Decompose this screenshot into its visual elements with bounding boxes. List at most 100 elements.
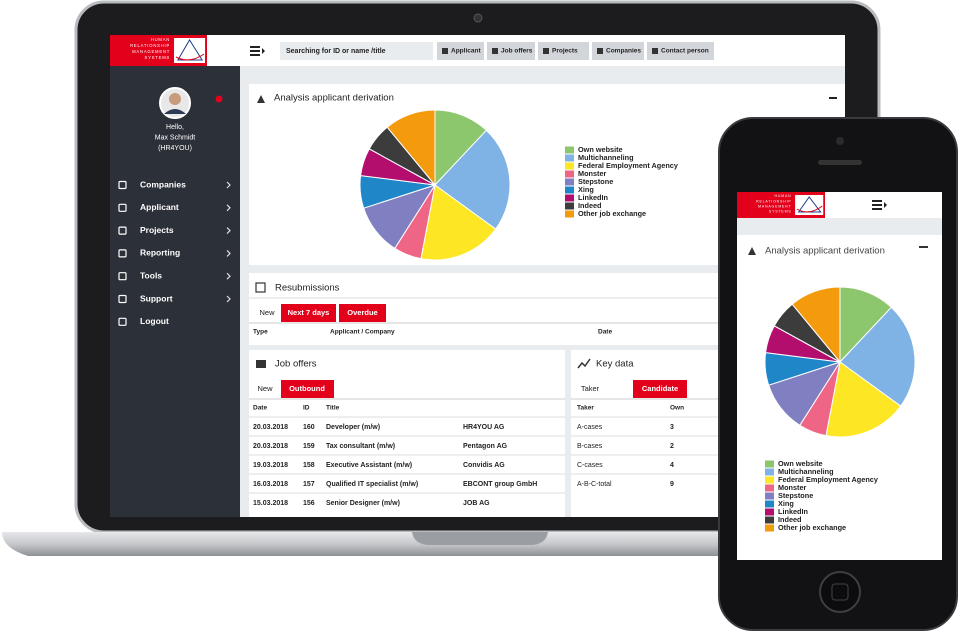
phone-strip xyxy=(737,218,942,235)
pie-slice xyxy=(434,129,511,230)
menu-item[interactable]: Support xyxy=(140,293,173,303)
tab[interactable]: Outbound xyxy=(289,384,325,393)
table-cell[interactable]: 19.03.2018 xyxy=(253,462,288,469)
tab[interactable]: New xyxy=(259,308,275,317)
legend-swatch xyxy=(765,476,774,484)
table-cell[interactable]: 158 xyxy=(303,462,315,469)
table-cell[interactable]: HR4YOU AG xyxy=(463,424,505,431)
menu-icon xyxy=(118,294,127,304)
tab[interactable]: New xyxy=(257,384,273,393)
pie-slice xyxy=(839,306,916,407)
table-cell[interactable]: 157 xyxy=(303,481,315,488)
nav-button-label[interactable]: Companies xyxy=(606,48,641,55)
legend-swatch xyxy=(765,516,774,524)
phone-home-button[interactable] xyxy=(819,571,861,613)
menu-item[interactable]: Reporting xyxy=(140,248,180,258)
menu-item[interactable]: Projects xyxy=(140,225,174,235)
nav-button-label[interactable]: Job offers xyxy=(501,48,533,55)
table-cell[interactable]: 20.03.2018 xyxy=(253,424,288,431)
table-cell[interactable]: Senior Designer (m/w) xyxy=(326,500,400,507)
legend-swatch xyxy=(765,524,774,532)
table-cell[interactable]: Developer (m/w) xyxy=(326,424,380,431)
tab[interactable]: Candidate xyxy=(642,384,678,393)
nav-button-icon xyxy=(492,48,498,54)
user-greeting: Hello, xyxy=(166,124,184,131)
menu-toggle-arrow xyxy=(262,48,265,54)
menu-item[interactable]: Tools xyxy=(140,270,162,280)
laptop-notch xyxy=(412,532,548,545)
menu-toggle-bar[interactable] xyxy=(250,54,260,56)
menu-toggle-bar[interactable] xyxy=(872,200,882,202)
table-cell[interactable]: Executive Assistant (m/w) xyxy=(326,462,412,469)
menu-toggle-bar[interactable] xyxy=(250,50,260,52)
menu-item[interactable]: Companies xyxy=(140,179,186,189)
column-header: Date xyxy=(253,405,267,412)
table-cell[interactable]: Convidis AG xyxy=(463,462,505,469)
legend-swatch xyxy=(565,210,574,218)
table-cell[interactable]: Pentagon AG xyxy=(463,443,508,450)
menu-toggle-bar[interactable] xyxy=(872,204,882,206)
table-cell: A-cases xyxy=(577,424,603,431)
tab-active[interactable] xyxy=(633,380,687,398)
legend-label: Stepstone xyxy=(578,177,613,186)
legend-swatch xyxy=(765,508,774,516)
menu-toggle-bar[interactable] xyxy=(872,208,882,210)
menu-item[interactable]: Applicant xyxy=(140,202,179,212)
table-cell: B-cases xyxy=(577,443,603,450)
table-cell[interactable]: 156 xyxy=(303,500,315,507)
table-cell: 2 xyxy=(670,443,674,450)
language-flag[interactable] xyxy=(215,95,223,103)
search-input[interactable]: Searching for ID or name /title xyxy=(286,48,386,55)
tab-active[interactable] xyxy=(339,304,386,322)
panel xyxy=(249,350,565,517)
table-cell[interactable]: Tax consultant (m/w) xyxy=(326,443,395,450)
nav-button[interactable] xyxy=(437,42,484,60)
avatar-head xyxy=(169,93,181,105)
legend-label: Indeed xyxy=(578,201,602,210)
legend-label: Other job exchange xyxy=(778,523,846,532)
chevron-icon xyxy=(226,181,231,189)
legend-label: LinkedIn xyxy=(778,507,808,516)
table-cell[interactable]: Qualified IT specialist (m/w) xyxy=(326,481,418,488)
column-header: Type xyxy=(253,329,268,336)
nav-button-label[interactable]: Applicant xyxy=(451,48,481,55)
table-cell[interactable]: 160 xyxy=(303,424,315,431)
legend-label: Federal Employment Agency xyxy=(578,161,679,170)
table-cell: 3 xyxy=(670,424,674,431)
chevron-icon xyxy=(226,249,231,257)
table-cell[interactable]: 16.03.2018 xyxy=(253,481,288,488)
legend-label: Federal Employment Agency xyxy=(778,475,879,484)
tab-active[interactable] xyxy=(281,304,336,322)
nav-button[interactable] xyxy=(487,42,535,60)
table-cell[interactable]: 159 xyxy=(303,443,315,450)
table-cell: C-cases xyxy=(577,462,603,469)
table-cell[interactable]: 15.03.2018 xyxy=(253,500,288,507)
nav-button-icon xyxy=(442,48,448,54)
table-cell[interactable]: 20.03.2018 xyxy=(253,443,288,450)
phone-home-icon xyxy=(831,583,849,601)
table-cell[interactable]: EBCONT group GmbH xyxy=(463,481,537,488)
nav-button[interactable] xyxy=(592,42,644,60)
table-cell[interactable]: JOB AG xyxy=(463,500,490,507)
nav-button[interactable] xyxy=(538,42,589,60)
tab[interactable]: Overdue xyxy=(347,308,377,317)
legend-swatch xyxy=(565,162,574,170)
menu-icon xyxy=(118,249,127,258)
phone-speaker xyxy=(818,160,862,165)
menu-item[interactable]: Logout xyxy=(140,316,169,326)
menu-icon xyxy=(118,272,127,281)
column-header: Applicant / Company xyxy=(330,329,395,336)
nav-button-icon xyxy=(543,48,549,54)
chevron-icon xyxy=(226,204,231,212)
tab[interactable]: Next 7 days xyxy=(288,308,330,317)
nav-button-label[interactable]: Projects xyxy=(552,48,578,55)
menu-toggle-bar[interactable] xyxy=(250,46,260,48)
tab[interactable]: Taker xyxy=(581,384,600,393)
nav-button[interactable] xyxy=(647,42,714,60)
nav-button-label[interactable]: Contact person xyxy=(661,48,709,55)
logo-text: RELATIONSHIP xyxy=(130,43,170,48)
legend-label: Monster xyxy=(578,169,607,178)
pie-slice xyxy=(420,184,497,261)
tab-active[interactable] xyxy=(281,380,334,398)
